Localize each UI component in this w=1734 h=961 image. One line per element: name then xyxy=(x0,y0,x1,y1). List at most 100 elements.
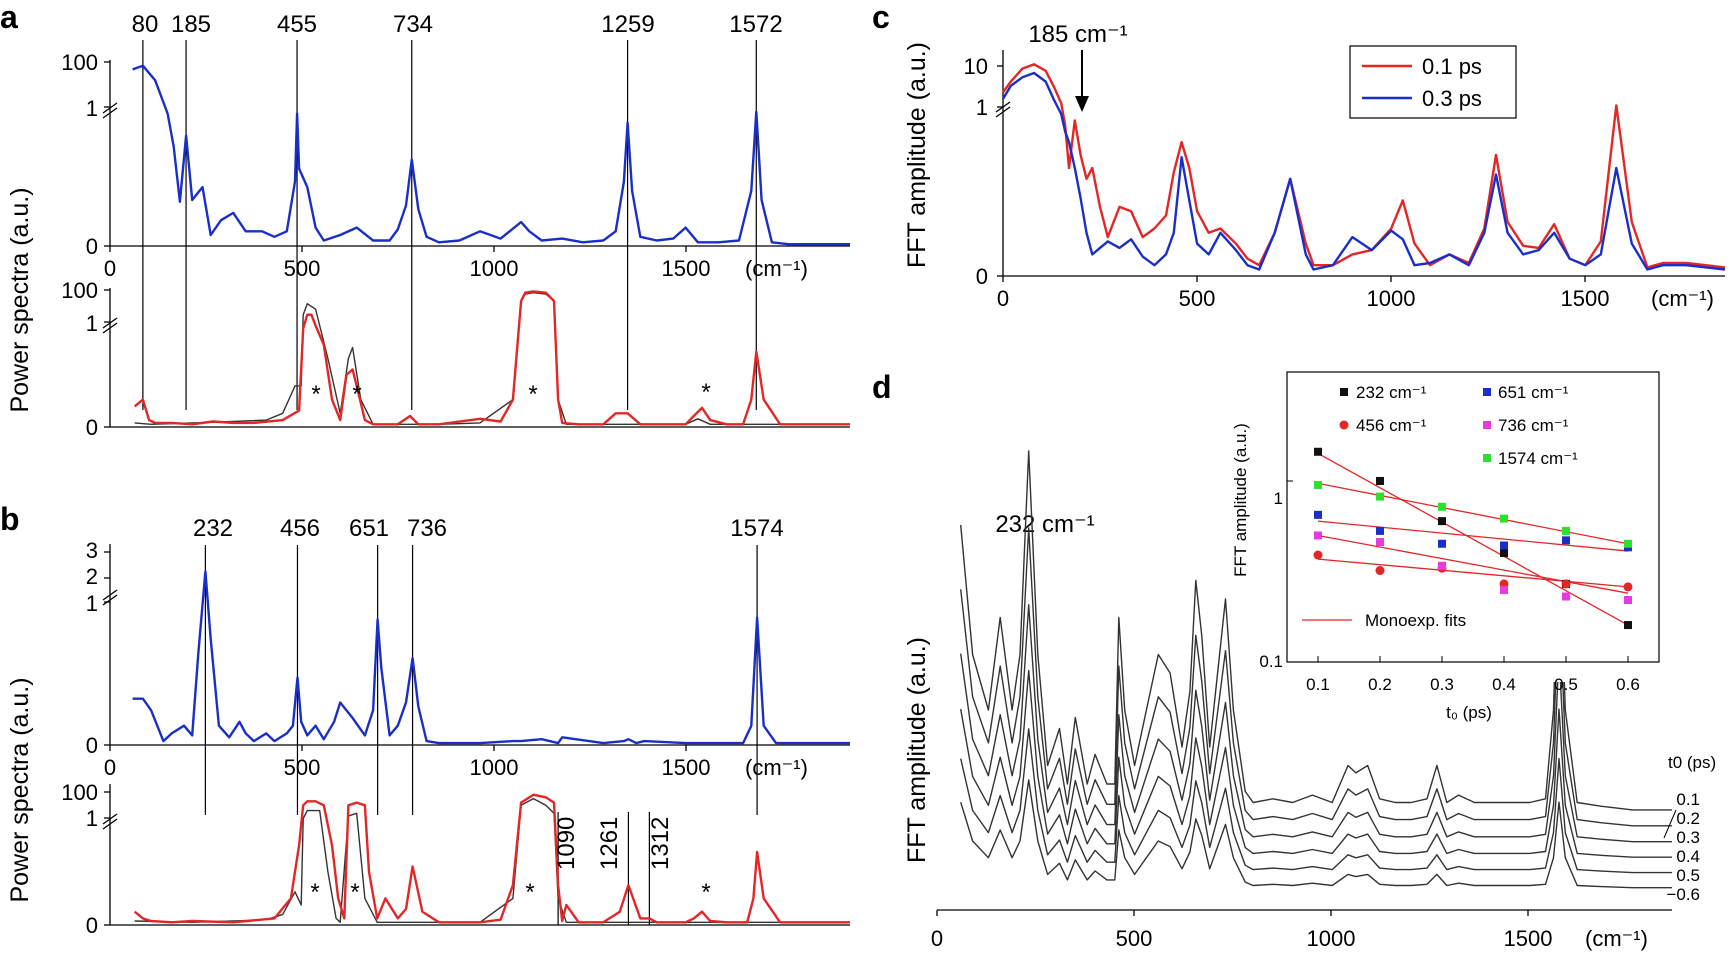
inset-fit-4 xyxy=(1317,482,1629,545)
panel-c-xtick-1: 500 xyxy=(1179,286,1216,311)
inset-xlabel: t₀ (ps) xyxy=(1446,703,1492,722)
panel-d-xtick-1: 500 xyxy=(1116,926,1153,951)
inset-legend-marker-232 xyxy=(1340,388,1348,396)
panel-d-series-2 xyxy=(960,604,1672,843)
inset-ytick-1: 0.1 xyxy=(1259,652,1283,671)
panel-b-upper-series-0 xyxy=(132,570,850,745)
panel-b-vlabel-0: 1090 xyxy=(553,817,580,870)
inset-point-2-2 xyxy=(1438,539,1446,548)
t0-label-3: 0.4 xyxy=(1676,847,1700,866)
panel-b-upper-plot xyxy=(132,570,850,745)
inset-xtick-0: 0.1 xyxy=(1306,675,1330,694)
panel-b-upper-ytick-2: 1 xyxy=(86,591,98,616)
t0-leader-line xyxy=(1663,809,1677,839)
panel-b-upper-axes xyxy=(102,544,850,751)
panel-c-annotation: 185 cm⁻¹ xyxy=(1028,21,1127,48)
inset-xtick-2: 0.3 xyxy=(1430,675,1454,694)
panel-c-axes xyxy=(995,50,1725,282)
panel-a-xunit: (cm⁻¹) xyxy=(745,256,808,281)
panel-b-xtick-1: 500 xyxy=(284,755,321,780)
legend-label-01ps: 0.1 ps xyxy=(1422,54,1482,79)
panel-a-lower-plot xyxy=(133,290,850,426)
inset-point-0-1 xyxy=(1376,476,1384,485)
inset-point-2-4 xyxy=(1562,536,1570,545)
panel-b-lower-plot xyxy=(133,793,850,924)
inset-point-0-3 xyxy=(1500,549,1508,558)
inset-point-4-2 xyxy=(1438,502,1446,511)
panel-b-peak-label-1: 456 xyxy=(280,515,320,542)
panel-a-upper-plot xyxy=(132,64,850,246)
inset-legend-marker-651 xyxy=(1483,388,1491,396)
t0-label-2: 0.3 xyxy=(1676,828,1700,847)
panel-d-series-0 xyxy=(960,450,1672,811)
inset-point-3-5 xyxy=(1624,596,1632,605)
panel-c-xtick-0: 0 xyxy=(997,286,1009,311)
panel-c-ytick-0: 10 xyxy=(964,54,988,79)
panel-c-legend: 0.1 ps 0.3 ps xyxy=(1349,45,1517,119)
inset-xtick-4: 0.5 xyxy=(1554,675,1578,694)
panel-a-peak-label-0: 80 xyxy=(132,11,159,38)
panel-a-star-2: * xyxy=(528,381,537,408)
panel-c-ytick-2: 0 xyxy=(976,264,988,289)
panel-a-upper-ytick-2: 0 xyxy=(86,234,98,259)
panel-b-label: b xyxy=(0,501,20,537)
panel-b-peak-lines xyxy=(204,545,758,925)
inset-xtick-5: 0.6 xyxy=(1616,675,1640,694)
panel-b-star-1: * xyxy=(350,879,359,906)
panel-b-star-3: * xyxy=(701,879,710,906)
inset-point-3-1 xyxy=(1376,538,1384,547)
panel-a-lower-ytick-1: 1 xyxy=(86,311,98,336)
legend-label-03ps: 0.3 ps xyxy=(1422,86,1482,111)
panel-d-axes xyxy=(936,909,1672,916)
inset-plot xyxy=(1287,447,1633,663)
inset-point-0-0 xyxy=(1314,447,1322,456)
inset-legend-marker-736 xyxy=(1483,421,1491,429)
inset-point-3-4 xyxy=(1562,592,1570,601)
panel-d-series-5 xyxy=(960,779,1672,889)
panel-d: d FFT amplitude (a.u.) 0 500 1000 1500 (… xyxy=(872,369,1730,951)
panel-a-xtick-1: 500 xyxy=(284,256,321,281)
inset-fit-legend-label: Monoexp. fits xyxy=(1365,611,1466,630)
inset-point-4-0 xyxy=(1314,481,1322,490)
panel-c-arrow xyxy=(1075,50,1089,112)
panel-b-xunit: (cm⁻¹) xyxy=(745,755,808,780)
t0-label-5: −0.6 xyxy=(1666,885,1700,904)
panel-b-ylabel: Power spectra (a.u.) xyxy=(6,677,34,902)
panel-a-lower-axes xyxy=(102,288,850,428)
inset-fit-1 xyxy=(1317,558,1629,588)
inset-point-4-3 xyxy=(1500,514,1508,523)
panel-a-peak-label-3: 734 xyxy=(393,11,433,38)
panel-a-upper-series-0 xyxy=(132,64,850,246)
panel-a-peak-label-2: 455 xyxy=(277,11,317,38)
panel-b-xtick-0: 0 xyxy=(104,755,116,780)
panel-d-inset: FFT amplitude (a.u.) t₀ (ps) 1 0.1 0.1 0… xyxy=(1231,371,1730,722)
panel-b-xtick-3: 1500 xyxy=(662,755,711,780)
panel-b-peak-label-2: 651 xyxy=(349,515,389,542)
inset-point-0-5 xyxy=(1624,621,1632,630)
panel-c-plot xyxy=(1001,63,1726,271)
panel-c-ylabel: FFT amplitude (a.u.) xyxy=(903,42,931,268)
panel-a-upper-axes xyxy=(102,60,850,252)
inset-point-1-4 xyxy=(1561,579,1571,589)
inset-point-4-1 xyxy=(1376,492,1384,501)
inset-legend-marker-456 xyxy=(1339,420,1349,430)
panel-a-xtick-2: 1000 xyxy=(470,256,519,281)
panel-a-peak-label-1: 185 xyxy=(171,11,211,38)
panel-c-series-0 xyxy=(1002,63,1726,269)
inset-legend-label-232: 232 cm⁻¹ xyxy=(1356,383,1427,402)
panel-b-star-2: * xyxy=(525,879,534,906)
panel-d-ylabel: FFT amplitude (a.u.) xyxy=(903,637,931,863)
panel-d-series-4 xyxy=(960,728,1672,874)
panel-a-upper-ytick-0: 100 xyxy=(61,50,98,75)
panel-c-xunit: (cm⁻¹) xyxy=(1651,286,1714,311)
panel-a-star-1: * xyxy=(352,381,361,408)
t0-label-0: 0.1 xyxy=(1676,790,1700,809)
panel-b-vlabel-2: 1312 xyxy=(647,817,674,870)
panel-a-xtick-0: 0 xyxy=(104,256,116,281)
panel-d-xtick-3: 1500 xyxy=(1504,926,1553,951)
panel-d-series-1 xyxy=(960,527,1672,827)
panel-a-lower-ytick-0: 100 xyxy=(61,278,98,303)
inset-legend-label-456: 456 cm⁻¹ xyxy=(1356,416,1427,435)
panel-a-peak-label-4: 1259 xyxy=(601,11,654,38)
panel-b-upper-ytick-0: 3 xyxy=(86,538,98,563)
